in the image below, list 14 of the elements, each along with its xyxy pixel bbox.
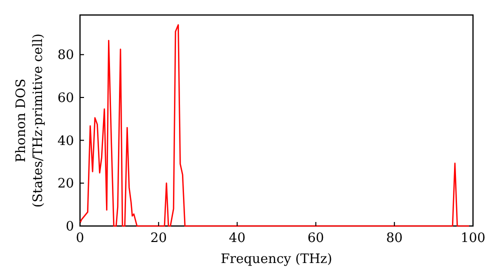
x-tick-label: 100 <box>460 231 486 246</box>
y-tick-label: 60 <box>57 90 74 106</box>
y-axis-title: Phonon DOS (States/THz·primitive cell) <box>14 33 46 208</box>
x-tick-label: 40 <box>228 231 246 246</box>
y-tick-label: 20 <box>57 176 74 192</box>
x-tick-label: 60 <box>308 231 324 246</box>
x-tick-label: 20 <box>150 231 167 246</box>
line-series <box>79 24 470 227</box>
x-tick-label: 80 <box>386 231 403 246</box>
x-axis-title: Frequency (THz) <box>220 252 332 267</box>
y-tick-label: 80 <box>57 48 74 64</box>
x-tick-label: 0 <box>76 231 84 246</box>
y-tick-label: 40 <box>57 134 74 149</box>
y-tick-label: 0 <box>66 220 74 234</box>
